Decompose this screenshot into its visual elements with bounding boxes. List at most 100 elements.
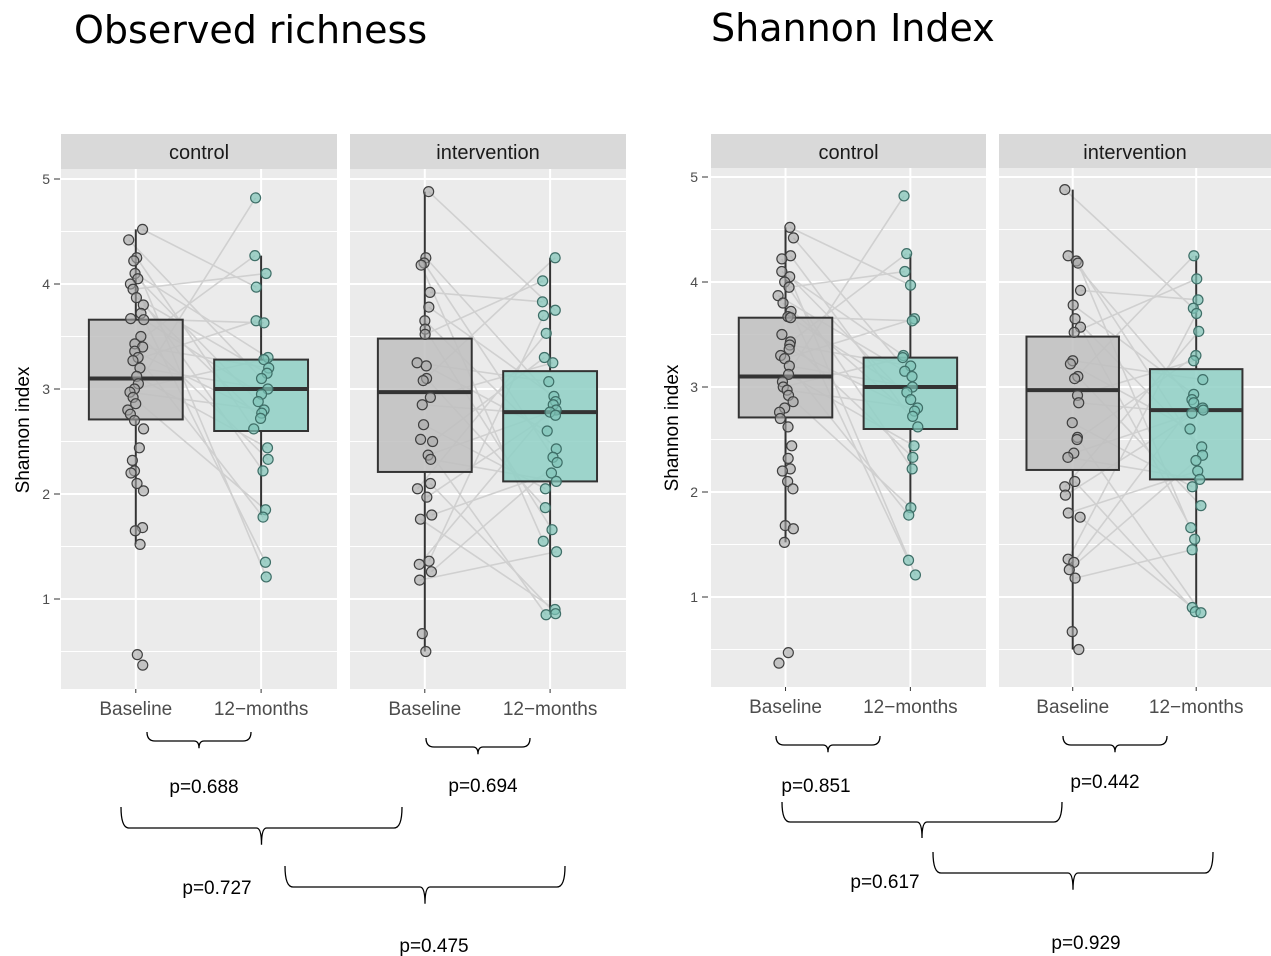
data-point-baseline xyxy=(424,477,437,490)
data-point-baseline xyxy=(1069,313,1081,325)
data-point-baseline xyxy=(785,312,797,324)
p-value-label: p=0.694 xyxy=(448,776,518,797)
y-axis-label: Shannon index xyxy=(13,366,34,493)
data-point-baseline xyxy=(420,360,432,372)
data-point-baseline xyxy=(133,442,145,454)
data-point-baseline xyxy=(784,221,796,233)
data-point-12-months xyxy=(1189,533,1201,545)
data-point-12-months xyxy=(257,465,269,477)
p-value-label: p=0.851 xyxy=(781,776,850,797)
comparison-bracket xyxy=(775,735,881,753)
data-point-baseline xyxy=(130,292,143,304)
data-point-12-months xyxy=(549,304,561,316)
paired-line xyxy=(420,518,556,611)
data-point-12-months xyxy=(258,354,270,366)
y-tick-label: 2 xyxy=(690,484,698,500)
data-point-12-months xyxy=(260,571,272,583)
data-point-baseline xyxy=(1062,250,1074,262)
data-point-baseline xyxy=(425,453,437,465)
data-point-12-months xyxy=(909,569,922,581)
paired-line xyxy=(1074,480,1196,613)
data-point-baseline xyxy=(420,645,432,658)
paired-line xyxy=(1077,262,1196,540)
data-point-baseline xyxy=(1071,433,1083,446)
data-point-12-months xyxy=(1185,522,1197,534)
paired-line xyxy=(1073,278,1198,334)
y-tick-label: 4 xyxy=(690,274,698,290)
data-point-12-months xyxy=(906,463,918,475)
data-point-12-months xyxy=(549,409,562,421)
data-point-baseline xyxy=(134,538,146,551)
data-point-baseline xyxy=(777,297,789,309)
data-point-12-months xyxy=(545,467,558,479)
data-point-baseline xyxy=(424,391,436,403)
data-point-12-months xyxy=(259,556,272,568)
data-point-baseline xyxy=(423,301,435,313)
y-tick-label: 2 xyxy=(42,486,50,502)
data-point-baseline xyxy=(776,265,788,278)
data-point-12-months xyxy=(1197,374,1209,386)
data-point-baseline xyxy=(413,558,425,570)
data-point-baseline xyxy=(1067,299,1079,311)
data-point-12-months xyxy=(906,315,918,327)
data-point-baseline xyxy=(782,421,794,433)
data-point-baseline xyxy=(1073,643,1085,656)
data-point-baseline xyxy=(1066,417,1078,429)
data-point-12-months xyxy=(1186,407,1198,419)
data-point-baseline xyxy=(1072,257,1084,269)
data-point-baseline xyxy=(130,398,142,410)
data-point-12-months xyxy=(551,456,563,469)
data-point-12-months xyxy=(908,440,920,452)
paired-line xyxy=(419,550,557,581)
data-point-12-months xyxy=(549,252,561,264)
data-point-baseline xyxy=(137,659,149,671)
data-point-12-months xyxy=(1197,404,1209,416)
facet-label-intervention: intervention xyxy=(436,142,539,164)
data-point-baseline xyxy=(423,555,435,567)
data-point-baseline xyxy=(417,419,430,431)
data-point-12-months xyxy=(538,351,550,364)
data-point-12-months xyxy=(1188,397,1200,409)
paired-line xyxy=(789,226,911,286)
data-point-baseline xyxy=(138,314,150,326)
data-point-baseline xyxy=(136,223,149,235)
data-point-12-months xyxy=(250,281,262,293)
facet-strip xyxy=(61,134,337,169)
data-point-baseline xyxy=(414,574,426,586)
data-point-baseline xyxy=(426,435,439,448)
data-point-baseline xyxy=(411,357,423,369)
facet-strip xyxy=(350,134,626,169)
data-point-12-months xyxy=(1184,423,1196,435)
x-tick-label: Baseline xyxy=(749,697,822,718)
data-point-baseline xyxy=(1069,373,1081,385)
comparison-bracket xyxy=(932,851,1214,890)
data-point-12-months xyxy=(260,267,272,280)
data-point-12-months xyxy=(899,265,911,278)
data-point-baseline xyxy=(783,281,795,293)
data-point-baseline xyxy=(776,253,788,265)
y-tick-label: 1 xyxy=(690,589,698,605)
data-point-12-months xyxy=(1194,473,1206,485)
paired-line xyxy=(428,191,556,311)
data-point-baseline xyxy=(125,467,137,479)
data-point-baseline xyxy=(123,234,135,246)
paired-line xyxy=(429,291,543,303)
data-point-baseline xyxy=(787,483,799,495)
data-point-12-months xyxy=(539,502,551,514)
data-point-baseline xyxy=(129,525,141,537)
data-point-12-months xyxy=(897,352,909,364)
data-point-12-months xyxy=(254,412,267,424)
p-value-label: p=0.688 xyxy=(169,777,238,798)
data-point-baseline xyxy=(773,657,785,669)
data-point-baseline xyxy=(1062,507,1074,519)
data-point-12-months xyxy=(547,357,559,369)
paired-line xyxy=(132,272,267,291)
data-point-baseline xyxy=(137,485,150,497)
data-point-baseline xyxy=(1062,451,1074,463)
x-tick-label: 12−months xyxy=(863,697,958,718)
data-point-12-months xyxy=(906,370,918,383)
data-point-baseline xyxy=(1069,475,1081,488)
data-point-baseline xyxy=(1069,572,1081,584)
data-point-12-months xyxy=(549,608,562,620)
data-point-baseline xyxy=(421,491,433,503)
